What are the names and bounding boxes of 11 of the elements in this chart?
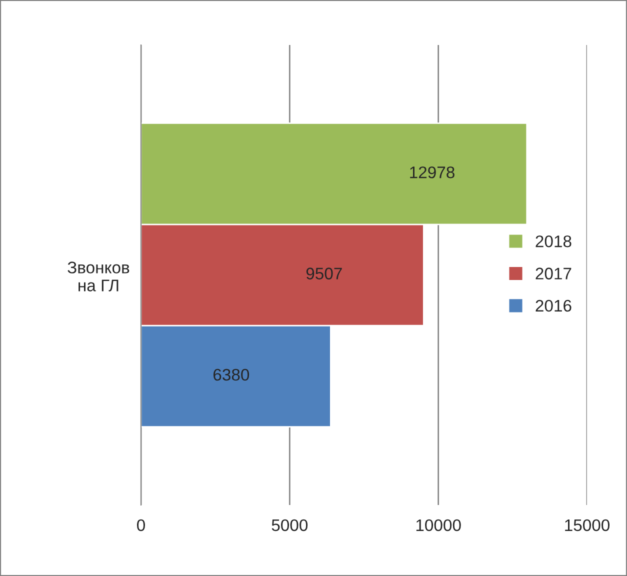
data-label: 6380 bbox=[213, 368, 250, 381]
legend-label: 2017 bbox=[536, 268, 572, 280]
x-tick-label: 0 bbox=[137, 519, 145, 532]
x-tick-label: 10000 bbox=[416, 519, 461, 532]
legend-label: 2018 bbox=[536, 235, 572, 248]
data-label: 9507 bbox=[306, 268, 342, 280]
data-label: 12978 bbox=[410, 166, 454, 178]
y-tick-label: Звонков на ГЛ bbox=[68, 262, 130, 292]
legend-label: 2016 bbox=[536, 300, 572, 312]
x-tick-label: 5000 bbox=[272, 519, 308, 532]
x-tick-label: 15000 bbox=[565, 519, 610, 532]
